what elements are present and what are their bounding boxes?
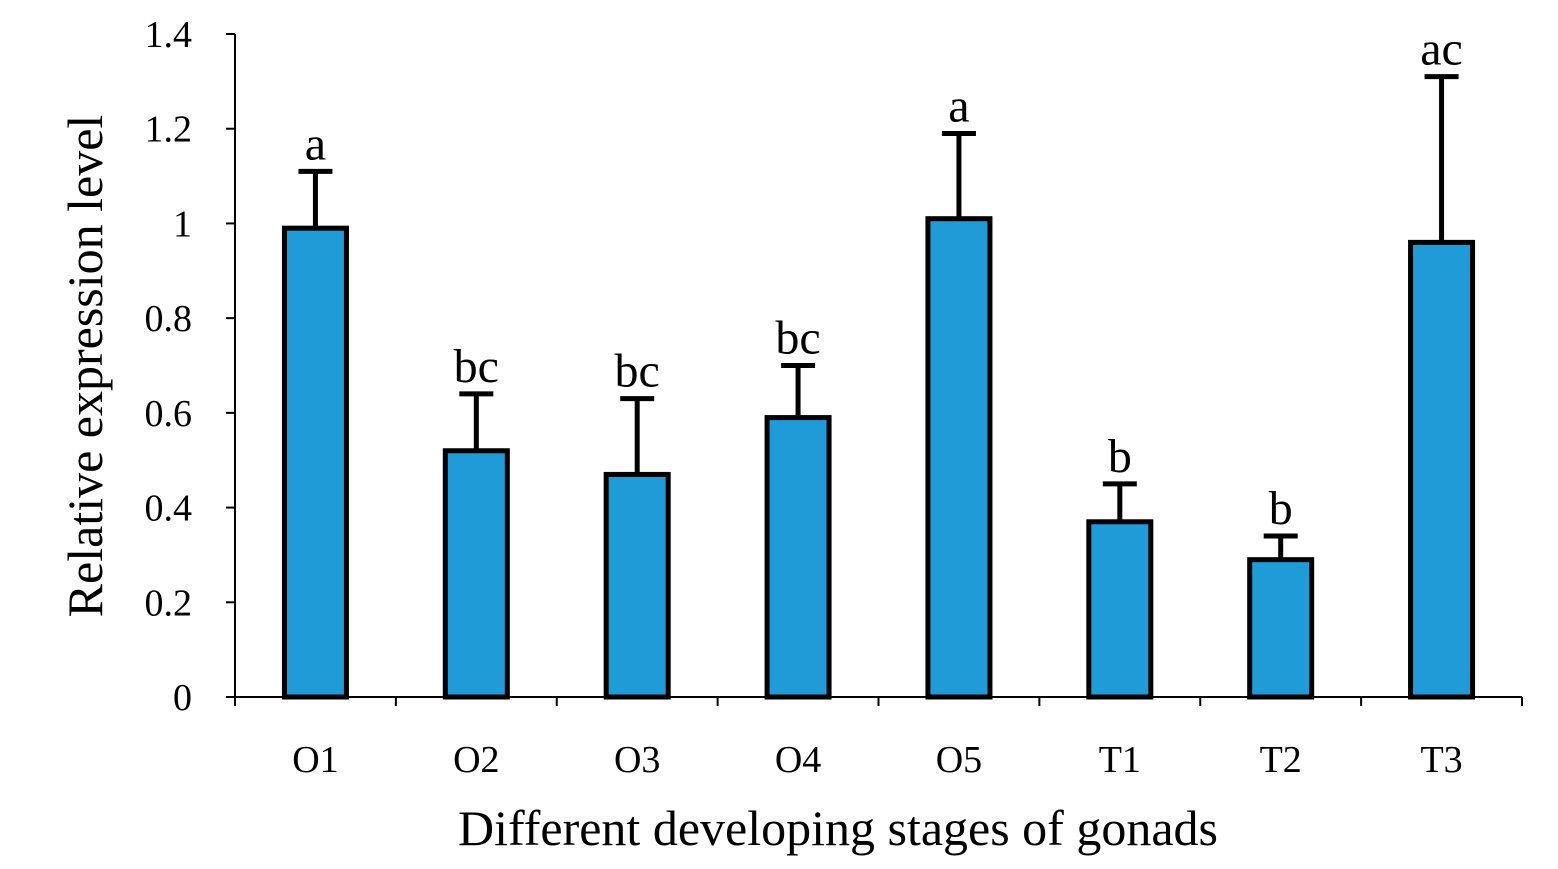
significance-labels-group: a bc bc bc a b b ac bbox=[305, 23, 1463, 535]
bar-o4 bbox=[764, 415, 832, 700]
x-ticks-group: O1 O2 O3 O4 O5 T1 T2 T3 bbox=[234, 697, 1523, 781]
error-bars-group bbox=[298, 74, 1459, 560]
significance-label-o3: bc bbox=[615, 345, 660, 398]
y-tick-label: 0.6 bbox=[145, 393, 193, 435]
bar-o3 bbox=[603, 471, 671, 700]
axes-group bbox=[234, 34, 1522, 698]
bar-t2 bbox=[1247, 557, 1315, 700]
y-tick-label: 0.8 bbox=[145, 298, 193, 340]
y-tick-label: 0 bbox=[173, 677, 192, 719]
bar-o1 bbox=[281, 225, 349, 700]
y-tick-label: 1.4 bbox=[145, 14, 193, 56]
y-tick-label: 1.2 bbox=[145, 109, 193, 151]
x-axis-title: Different developing stages of gonads bbox=[458, 800, 1218, 856]
significance-label-o2: bc bbox=[454, 340, 499, 393]
bar-t3 bbox=[1408, 239, 1476, 700]
bar-o5 bbox=[925, 216, 993, 700]
significance-label-t3: ac bbox=[1420, 23, 1463, 76]
x-tick-label-o4: O4 bbox=[775, 739, 821, 781]
x-tick-label-t3: T3 bbox=[1420, 739, 1462, 781]
y-ticks-group: 0 0.2 0.4 0.6 0.8 1 1.2 1.4 bbox=[145, 14, 235, 719]
significance-label-t1: b bbox=[1108, 430, 1132, 483]
bar-t1 bbox=[1086, 519, 1154, 700]
x-tick-label-o2: O2 bbox=[453, 739, 499, 781]
significance-label-o4: bc bbox=[775, 312, 820, 365]
x-tick-label-o3: O3 bbox=[614, 739, 660, 781]
x-tick-label-o1: O1 bbox=[292, 739, 338, 781]
significance-label-o5: a bbox=[948, 79, 969, 132]
bars-group bbox=[281, 216, 1476, 700]
y-tick-label: 0.4 bbox=[145, 488, 193, 530]
x-tick-label-t2: T2 bbox=[1260, 739, 1302, 781]
y-tick-label: 0.2 bbox=[145, 582, 193, 624]
x-tick-label-o5: O5 bbox=[936, 739, 982, 781]
significance-label-t2: b bbox=[1269, 482, 1293, 535]
y-axis-title: Relative expression level bbox=[57, 115, 113, 618]
x-tick-label-t1: T1 bbox=[1099, 739, 1141, 781]
significance-label-o1: a bbox=[305, 117, 326, 170]
bar-o2 bbox=[442, 448, 510, 700]
y-tick-label: 1 bbox=[173, 203, 192, 245]
